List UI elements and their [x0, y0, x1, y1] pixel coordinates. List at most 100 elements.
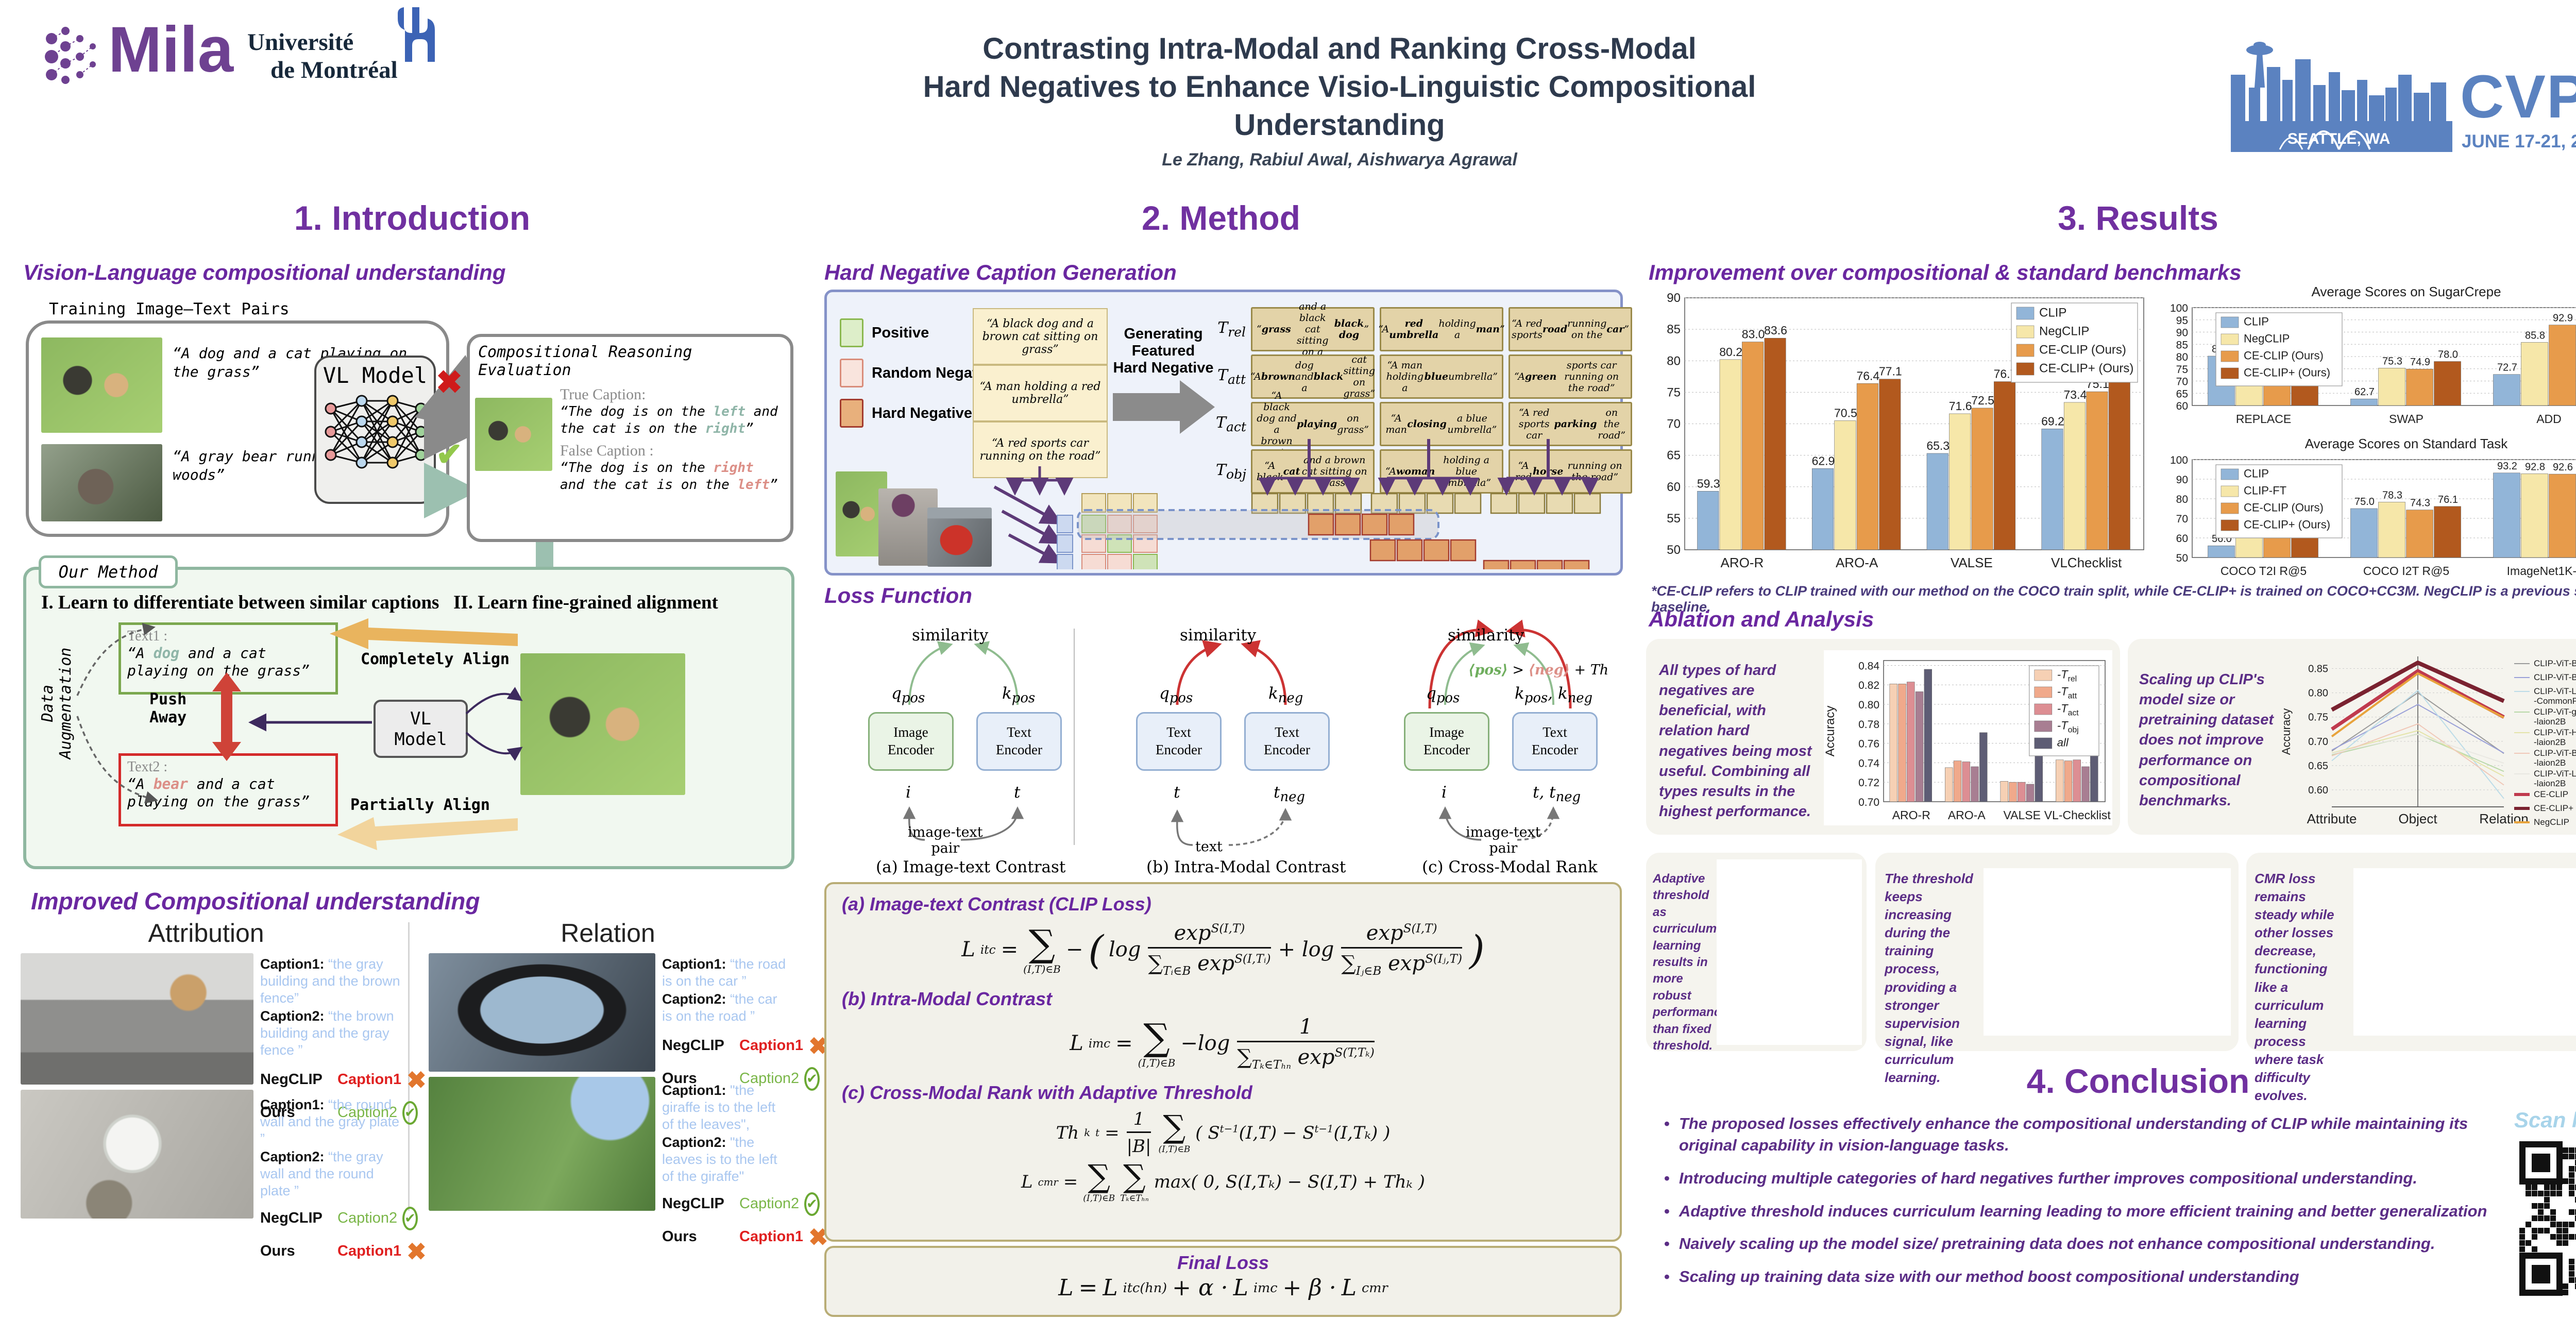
- attr-example-2: Caption1: “the round wall and the gray p…: [260, 1097, 427, 1265]
- ablation-text: All types of hard negatives are benefici…: [1659, 662, 1812, 820]
- similarity-a: similarity: [912, 626, 989, 645]
- svg-text:VALSE: VALSE: [2004, 808, 2041, 822]
- method-i-label: I. Learn to differentiate between simila…: [41, 592, 439, 613]
- text-encoder-b1: Text Encoder: [1136, 712, 1222, 771]
- svg-text:CLIP-ViT-B-16: CLIP-ViT-B-16: [2534, 672, 2576, 682]
- svg-text:ImageNet1K-LP: ImageNet1K-LP: [2507, 564, 2576, 578]
- svg-text:0.70: 0.70: [1858, 797, 1879, 808]
- hard-negative-swatch: [840, 399, 863, 428]
- section-3-header: 3. Results: [2058, 199, 2218, 237]
- check-icon: ✔: [436, 437, 463, 472]
- svg-text:70: 70: [1667, 417, 1681, 431]
- relation-col-label: Relation: [561, 919, 655, 948]
- hn-diagram: [993, 380, 1601, 569]
- dog-cat-photo: [41, 337, 162, 433]
- svg-text:83.6: 83.6: [1764, 324, 1787, 337]
- mila-logo-text: Mila: [108, 14, 234, 86]
- th-formula: Th k t = 1 |B| ∑ (I,T)∈B( St−1(I,T) − St−1(I,…: [1056, 1109, 1391, 1157]
- svg-text:75: 75: [1667, 385, 1681, 399]
- svg-text:VLChecklist: VLChecklist: [2051, 555, 2122, 570]
- svg-text:Object: Object: [2398, 811, 2437, 826]
- svg-text:100: 100: [2170, 302, 2188, 314]
- results-sub1: Improvement over compositional & standar…: [1649, 260, 2242, 284]
- svg-text:CE-CLIP: CE-CLIP: [2534, 789, 2568, 799]
- cap-a: (a) Image-text Contrast: [876, 858, 1066, 876]
- svg-text:55: 55: [1667, 512, 1681, 526]
- benchmarks-chart: 50 55 60 65 70 75 80 85 90 ARO-R ARO-A VALSE VLCheck…: [1649, 288, 2151, 573]
- svg-text:78.0: 78.0: [2438, 349, 2458, 361]
- svg-text:70.5: 70.5: [1834, 406, 1857, 419]
- svg-text:0.84: 0.84: [1858, 660, 1879, 672]
- section-2-header: 2. Method: [1142, 199, 1300, 237]
- generating-label: Generating Featured Hard Negative: [1113, 326, 1214, 376]
- svg-text:85.8: 85.8: [2525, 330, 2545, 341]
- hn-table-row: Tobj“A black cat and a brown cat sitting…: [1216, 449, 1632, 494]
- evaluation-box: Compositional Reasoning Evaluation True …: [467, 334, 793, 542]
- title-line1: Contrasting Intra-Modal and Ranking Cros…: [982, 32, 1697, 65]
- hn-table-row: Tatt “A brown dog and a black cat sitting…: [1216, 354, 1632, 399]
- rel-example-1: Caption1: “the road is on the car ” Capt…: [662, 956, 828, 1091]
- svg-text:-laion2B: -laion2B: [2534, 737, 2566, 747]
- svg-text:COCO I2T R@5: COCO I2T R@5: [2363, 564, 2449, 578]
- svg-text:0.85: 0.85: [2308, 664, 2328, 675]
- t-b: t: [1174, 783, 1180, 802]
- svg-text:CLIP-ViT-H-14: CLIP-ViT-H-14: [2534, 728, 2576, 737]
- partially-align-label: Partially Align: [350, 796, 490, 814]
- hn-caption-cell: “A red sports road running on the car”: [1509, 307, 1632, 351]
- final-loss-title: Final Loss: [1177, 1252, 1269, 1273]
- svg-text:90: 90: [2176, 474, 2188, 486]
- svg-text:CLIP-FT: CLIP-FT: [2244, 484, 2286, 497]
- hn-caption-cell: “A man closing a blue umbrella”: [1380, 402, 1503, 446]
- svg-text:-laion2B: -laion2B: [2534, 717, 2566, 726]
- mila-logo-icon: [44, 18, 106, 98]
- section-4-header: 4. Conclusion: [2026, 1062, 2250, 1100]
- svg-text:0.78: 0.78: [1858, 719, 1879, 731]
- rel-example-2: Caption1: "the giraffe is to the left of…: [662, 1083, 828, 1250]
- svg-text:ARO-A: ARO-A: [1836, 555, 1878, 570]
- svg-text:92.8: 92.8: [2525, 461, 2545, 472]
- positive-swatch: [840, 318, 863, 347]
- qpos-a: qpos: [891, 684, 925, 706]
- svg-text:VL-Checklist: VL-Checklist: [2044, 808, 2111, 822]
- loss-curves-chart: [2353, 868, 2576, 1036]
- svg-text:50: 50: [1667, 543, 1681, 557]
- hn-table-row: Tact“A black dog and a brown cat playing…: [1216, 390, 1632, 458]
- svg-text:72.7: 72.7: [2497, 362, 2517, 374]
- eval-dog-cat-photo: [475, 398, 552, 471]
- divider: [408, 922, 410, 1211]
- svg-text:74.9: 74.9: [2410, 357, 2430, 368]
- svg-text:0.65: 0.65: [2308, 760, 2328, 772]
- svg-text:Average Scores on SugarCrepe: Average Scores on SugarCrepe: [2311, 284, 2501, 299]
- method-ii-label: II. Learn fine-grained alignment: [453, 592, 718, 613]
- method-sub2: Loss Function: [824, 583, 972, 607]
- src-caption-2: “A man holding a red umbrella”: [973, 365, 1108, 421]
- svg-text:COCO T2I R@5: COCO T2I R@5: [2221, 564, 2307, 578]
- svg-text:77.1: 77.1: [1879, 365, 1902, 378]
- false-caption: “The dog is on the right and the cat is …: [560, 460, 778, 493]
- svg-text:Accuracy: Accuracy: [2281, 708, 2293, 755]
- svg-text:-Trel: -Trel: [2057, 668, 2077, 683]
- text-b: text: [1195, 839, 1223, 855]
- result-icon: ✖: [406, 1238, 427, 1265]
- svg-text:all: all: [2057, 736, 2069, 749]
- threshold-evolution-chart: [1984, 868, 2231, 1036]
- svg-text:0.80: 0.80: [2308, 688, 2328, 699]
- svg-text:0.82: 0.82: [1858, 680, 1879, 691]
- svg-text:ARO-R: ARO-R: [1892, 808, 1930, 822]
- svg-text:70: 70: [2176, 376, 2188, 388]
- svg-text:60: 60: [2176, 533, 2188, 545]
- true-caption: “The dog is on the left and the cat is o…: [560, 404, 778, 436]
- rank-annotation: ⟨pos⟩ > ⟨neg⟩ + Th: [1468, 662, 1609, 678]
- bear-photo: [41, 444, 162, 521]
- svg-text:60: 60: [2176, 400, 2188, 412]
- false-caption-label: False Caption :: [560, 442, 654, 459]
- svg-text:CLIP: CLIP: [2039, 306, 2066, 320]
- svg-text:80: 80: [2176, 494, 2188, 505]
- svg-text:CLIP-ViT-L-14: CLIP-ViT-L-14: [2534, 769, 2576, 779]
- hn-table-row: Trel“grass and a black cat sitting on a …: [1216, 301, 1632, 358]
- qpos-c: qpos: [1426, 684, 1460, 706]
